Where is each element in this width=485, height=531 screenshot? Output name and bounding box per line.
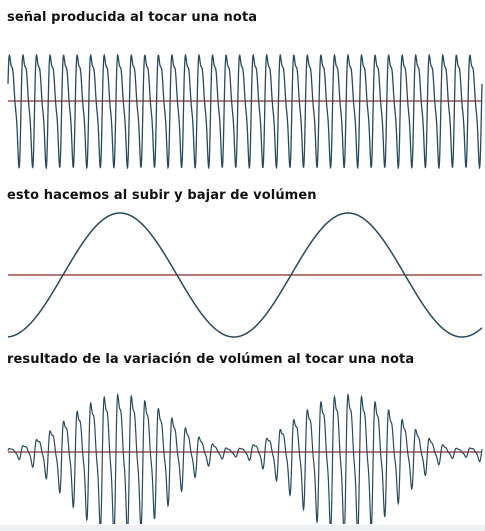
carrier-waveform [7,53,483,169]
modulated-result-title: resultado de la variación de volúmen al … [7,352,415,367]
modulated-result-panel [7,392,483,524]
carrier-signal-title: señal producida al tocar una nota [7,10,258,25]
modulated-waveform [7,392,483,524]
volume-envelope-title: esto hacemos al subir y bajar de volúmen [7,188,317,203]
volume-envelope-panel [7,212,483,338]
carrier-signal-panel [7,53,483,169]
envelope-waveform [7,212,483,338]
bottom-strip [0,525,485,531]
